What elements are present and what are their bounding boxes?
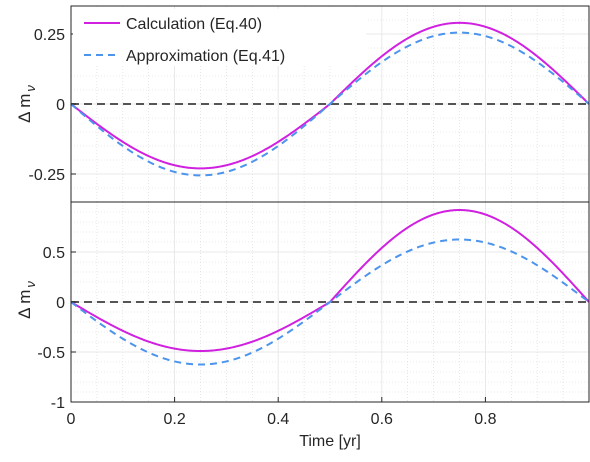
top-y-axis-label-subscript: ν [23,85,38,92]
legend-box [73,9,366,66]
bottom-y-axis-label: Δ m ν [15,281,38,319]
bottom-y-tick-label: 0 [56,295,65,312]
bottom-series-group [70,208,590,366]
legend-label-approximation: Approximation (Eq.41) [126,48,285,65]
top-y-axis-label-main: Δ m [15,94,34,123]
bottom-y-ticks: 0.5 0 -0.5 -1 [37,245,76,412]
legend-label-calculation: Calculation (Eq.40) [126,16,262,33]
bottom-y-tick-label: -0.5 [37,345,65,362]
bottom-series-approximation-line [70,238,590,366]
x-axis-label: Time [yr] [299,433,361,450]
top-y-axis-label: Δ m ν [15,85,38,123]
top-y-tick-label: -0.25 [29,167,66,184]
x-tick-label: 0.4 [267,411,289,428]
x-tick-label: 0 [67,411,76,428]
bottom-y-axis-label-main: Δ m [15,290,34,319]
x-tick-label: 0.8 [474,411,496,428]
x-tick-label: 0.6 [371,411,393,428]
bottom-y-tick-label: -1 [51,395,65,412]
top-series-group [70,21,590,177]
bottom-y-tick-label: 0.5 [43,245,65,262]
top-y-tick-label: 0.25 [34,27,65,44]
top-series-approximation-line [70,31,590,177]
legend: Calculation (Eq.40) Approximation (Eq.41… [73,9,366,66]
bottom-y-axis-label-subscript: ν [23,281,38,288]
x-tick-label: 0.2 [163,411,185,428]
bottom-x-ticks: 0 0.2 0.4 0.6 0.8 [67,397,497,428]
top-panel: 0.25 0 -0.25 Δ m ν Calculation (Eq.40) Appr… [15,5,590,203]
bottom-panel: 0.5 0 -0.5 -1 0 0.2 0.4 0.6 0.8 Δ m ν Time [yr] [15,201,590,450]
top-y-tick-label: 0 [56,97,65,114]
